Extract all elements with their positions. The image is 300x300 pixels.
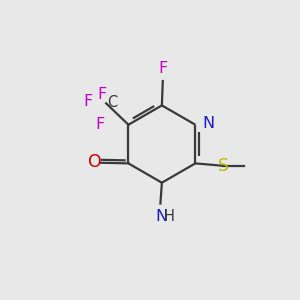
Text: N: N bbox=[202, 116, 214, 131]
Text: F: F bbox=[158, 61, 167, 76]
Text: N: N bbox=[155, 209, 167, 224]
Text: F: F bbox=[83, 94, 93, 110]
Text: O: O bbox=[88, 153, 101, 171]
Text: F: F bbox=[96, 117, 105, 132]
Text: H: H bbox=[163, 209, 174, 224]
Text: C: C bbox=[108, 95, 118, 110]
Text: S: S bbox=[218, 157, 229, 175]
Text: F: F bbox=[97, 87, 106, 102]
